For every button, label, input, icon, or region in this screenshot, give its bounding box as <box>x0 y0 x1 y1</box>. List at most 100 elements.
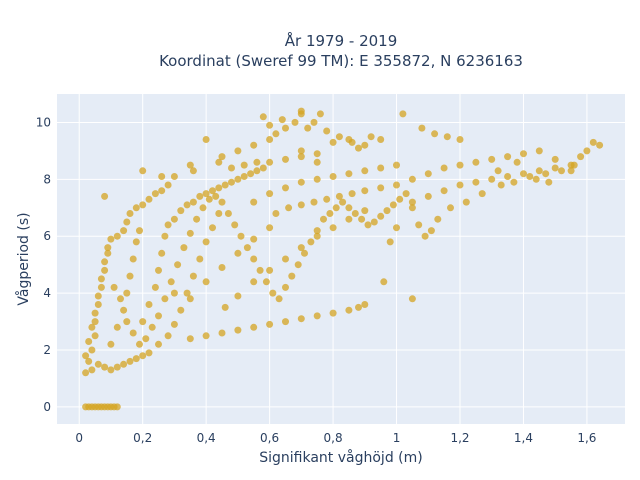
data-point <box>104 249 112 257</box>
data-point <box>221 303 229 311</box>
data-point <box>202 136 210 143</box>
data-point <box>348 190 356 198</box>
y-tick-label: 6 <box>43 229 51 243</box>
data-point <box>180 244 188 252</box>
data-point <box>440 164 448 172</box>
data-point <box>297 178 305 186</box>
data-point <box>297 153 305 161</box>
data-point <box>212 192 220 200</box>
data-point <box>240 161 248 169</box>
data-point <box>228 178 235 186</box>
data-point <box>205 195 213 203</box>
data-point <box>596 141 604 149</box>
data-point <box>282 184 289 192</box>
data-point <box>427 227 435 235</box>
data-point <box>558 167 565 175</box>
data-point <box>97 275 105 283</box>
data-point <box>158 173 166 180</box>
data-point <box>348 138 356 146</box>
data-point <box>583 147 591 155</box>
data-point <box>196 192 204 200</box>
data-point <box>259 164 267 172</box>
data-point <box>189 198 197 206</box>
data-point <box>148 323 156 331</box>
data-point <box>164 221 172 229</box>
data-point <box>266 136 274 143</box>
data-point <box>266 121 274 129</box>
data-point <box>288 272 296 280</box>
data-point <box>282 283 289 291</box>
data-point <box>266 224 274 232</box>
data-point <box>234 147 242 155</box>
data-point <box>297 244 305 252</box>
data-point <box>243 244 251 252</box>
data-points <box>82 107 604 411</box>
data-point <box>158 187 166 195</box>
data-point <box>170 215 178 223</box>
data-point <box>113 403 121 411</box>
data-point <box>202 238 210 246</box>
data-point <box>462 198 470 206</box>
data-point <box>126 272 134 280</box>
data-point <box>161 295 169 303</box>
data-point <box>209 187 216 195</box>
data-point <box>142 335 150 343</box>
data-point <box>323 127 331 135</box>
data-point <box>377 164 385 172</box>
data-point <box>139 167 147 175</box>
data-point <box>275 295 283 303</box>
data-point <box>107 340 115 348</box>
data-point <box>167 278 175 286</box>
data-point <box>145 349 153 357</box>
data-point <box>193 215 201 223</box>
data-point <box>535 147 543 155</box>
data-point <box>526 173 534 180</box>
data-point <box>231 221 239 229</box>
data-point <box>177 207 185 215</box>
data-point <box>510 178 518 186</box>
data-point <box>361 167 369 175</box>
data-point <box>358 215 366 223</box>
data-point <box>351 210 359 217</box>
data-point <box>577 153 585 161</box>
data-point <box>345 204 353 212</box>
data-point <box>126 357 134 365</box>
plot-area <box>57 94 625 424</box>
data-point <box>139 352 147 360</box>
data-point <box>183 201 191 209</box>
data-point <box>234 292 242 300</box>
data-point <box>170 320 178 328</box>
data-point <box>278 116 286 124</box>
x-axis-title: Signifikant våghöjd (m) <box>259 449 422 466</box>
data-point <box>472 158 480 166</box>
data-point <box>326 210 334 217</box>
data-point <box>386 238 394 246</box>
x-tick-label: 0 <box>75 431 83 445</box>
data-point <box>94 301 102 308</box>
data-point <box>155 312 162 320</box>
data-point <box>262 278 270 286</box>
data-point <box>256 266 264 274</box>
data-point <box>253 167 261 175</box>
data-point <box>329 173 337 180</box>
x-tick-label: 0,6 <box>260 431 279 445</box>
data-point <box>383 207 391 215</box>
data-point <box>266 320 274 328</box>
data-point <box>551 164 559 172</box>
data-point <box>291 118 299 126</box>
data-point <box>370 218 378 226</box>
data-point <box>282 155 289 163</box>
grid-lines <box>57 94 625 424</box>
data-point <box>155 340 162 348</box>
data-point <box>91 318 99 326</box>
data-point <box>297 107 305 115</box>
data-point <box>139 318 147 326</box>
x-tick-label: 1,6 <box>577 431 596 445</box>
x-tick-label: 0,2 <box>133 431 152 445</box>
data-point <box>189 272 197 280</box>
data-point <box>82 352 90 360</box>
data-point <box>209 224 216 232</box>
data-point <box>250 255 258 263</box>
data-point <box>91 332 99 340</box>
